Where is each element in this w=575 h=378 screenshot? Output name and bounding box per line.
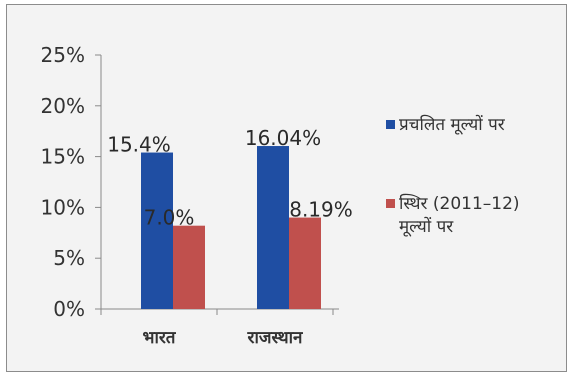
data-labels: 15.4% 16.04% 7.0% 8.19% — [107, 126, 353, 230]
bars — [141, 146, 321, 309]
y-tick-label: 5% — [53, 246, 85, 270]
x-category-label: भारत — [143, 328, 177, 348]
data-label: 7.0% — [144, 206, 195, 230]
legend-label: मूल्यों पर — [399, 216, 454, 237]
data-label: 15.4% — [107, 133, 171, 157]
data-label: 16.04% — [245, 126, 321, 150]
x-axis: भारत राजस्थान — [100, 308, 339, 348]
y-tick-label: 0% — [53, 297, 85, 321]
legend-swatch — [386, 199, 395, 208]
legend-swatch — [386, 120, 395, 129]
legend-label: स्थिर (2011–12) — [399, 193, 520, 214]
legend-label: प्रचलित मूल्यों पर — [399, 114, 506, 135]
y-tick-label: 15% — [41, 145, 85, 169]
legend: प्रचलित मूल्यों पर स्थिर (2011–12)मूल्यों… — [386, 114, 520, 237]
bar — [173, 225, 205, 309]
bar — [141, 152, 173, 309]
y-tick-label: 25% — [41, 43, 85, 67]
chart-frame: 0% 5% 10% 15% 20% 25% भारत राजस्थान 15.4% 16.04… — [6, 4, 567, 372]
data-label: 8.19% — [289, 198, 353, 222]
bar — [289, 217, 321, 309]
y-tick-label: 10% — [41, 195, 85, 219]
x-category-label: राजस्थान — [247, 328, 304, 348]
y-axis: 0% 5% 10% 15% 20% 25% — [41, 43, 102, 321]
bar — [257, 146, 289, 309]
y-tick-label: 20% — [41, 94, 85, 118]
bar-chart: 0% 5% 10% 15% 20% 25% भारत राजस्थान 15.4% 16.04… — [41, 43, 520, 348]
